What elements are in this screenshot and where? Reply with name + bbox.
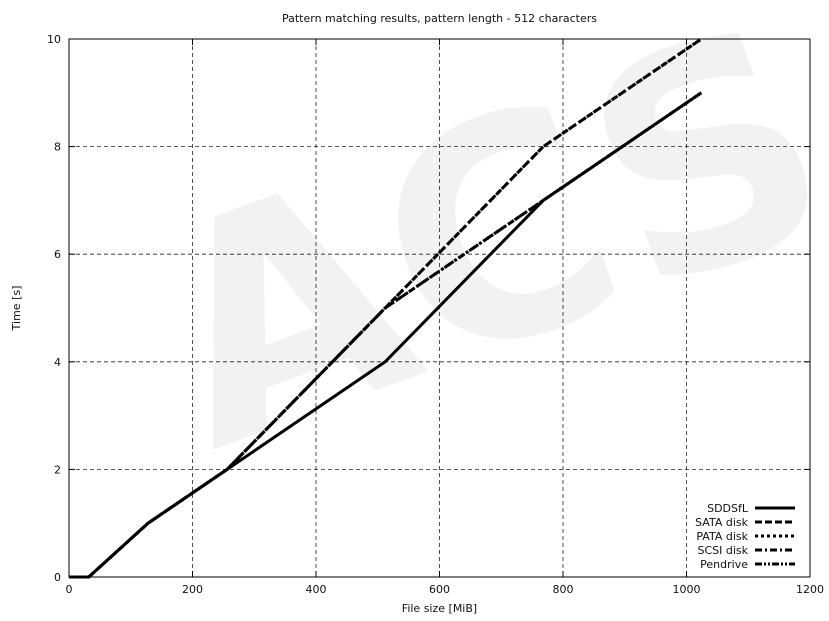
y-tick-label: 0 <box>54 571 61 584</box>
x-axis-label: File size [MiB] <box>402 602 477 615</box>
legend-label: SATA disk <box>695 516 749 529</box>
x-tick-label: 200 <box>182 583 203 596</box>
x-tick-label: 0 <box>66 583 73 596</box>
legend-label: PATA disk <box>696 530 748 543</box>
x-tick-label: 400 <box>306 583 327 596</box>
y-tick-label: 4 <box>54 356 61 369</box>
legend-label: SDDSfL <box>707 502 749 515</box>
legend-label: SCSI disk <box>697 544 748 557</box>
y-axis-label: Time [s] <box>10 286 23 332</box>
legend-label: Pendrive <box>700 558 748 571</box>
watermark-text: ACS <box>117 0 829 517</box>
x-tick-label: 1200 <box>796 583 824 596</box>
chart-title: Pattern matching results, pattern length… <box>282 12 597 25</box>
y-tick-label: 8 <box>54 141 61 154</box>
y-tick-label: 2 <box>54 463 61 476</box>
x-tick-label: 800 <box>553 583 574 596</box>
x-tick-label: 1000 <box>673 583 701 596</box>
grid-layer <box>69 39 810 577</box>
series-line-pendrive <box>69 91 703 579</box>
ticks-layer: 0 200 400 600 800 1000 1200 0 2 4 6 8 10 <box>47 33 824 596</box>
x-tick-label: 600 <box>429 583 450 596</box>
series-layer <box>69 37 703 579</box>
y-tick-label: 6 <box>54 248 61 261</box>
y-tick-label: 10 <box>47 33 61 46</box>
